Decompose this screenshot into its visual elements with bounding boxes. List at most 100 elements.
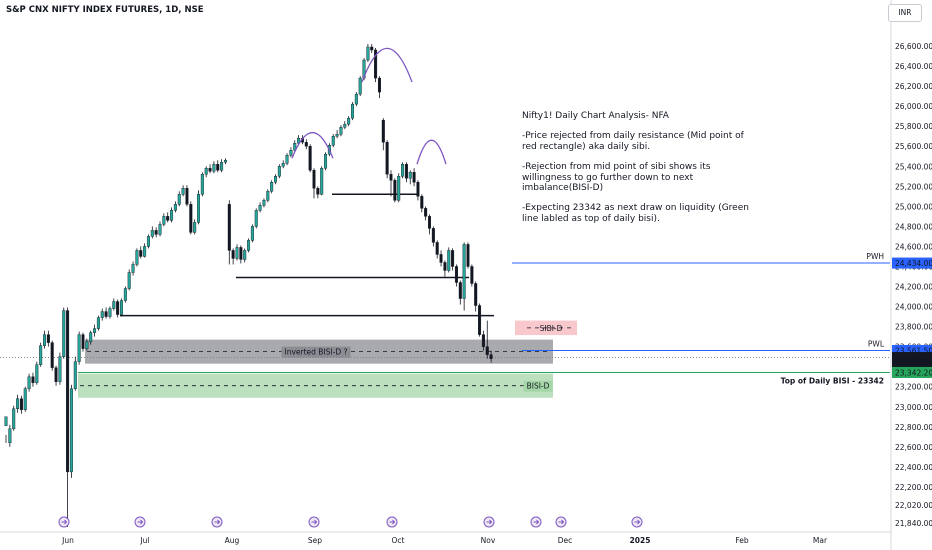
analysis-point: -Rejection from mid point of sibi shows … xyxy=(522,162,711,194)
candle-body xyxy=(66,310,70,473)
candle-body xyxy=(374,49,378,79)
candle xyxy=(293,140,297,153)
candle xyxy=(304,139,308,150)
candle xyxy=(81,332,85,352)
price-axis-tag: 24,434.00 xyxy=(892,257,932,269)
zone-label-bg xyxy=(281,346,351,358)
pattern-arc xyxy=(416,139,447,165)
candle xyxy=(108,306,112,319)
candle-body xyxy=(58,356,62,382)
candle xyxy=(158,221,162,237)
candle-body xyxy=(196,194,200,223)
candle-body xyxy=(443,262,447,271)
price-tick-label: 25,800.00 xyxy=(895,122,932,131)
candle-body xyxy=(335,133,339,137)
candle-body xyxy=(324,154,328,169)
candle xyxy=(404,162,408,183)
earnings-event-icon xyxy=(386,516,398,528)
candle xyxy=(458,280,462,305)
candle xyxy=(393,178,397,203)
candle xyxy=(131,261,135,276)
candle xyxy=(281,160,285,169)
candle xyxy=(374,48,378,83)
candle xyxy=(19,395,23,414)
candle-body xyxy=(401,164,405,177)
candle xyxy=(247,238,251,253)
candle-body xyxy=(451,250,455,267)
candle xyxy=(12,405,16,431)
zone-label: SIBI-D xyxy=(540,324,563,333)
candle-body xyxy=(39,345,43,365)
level-label: PWH xyxy=(866,252,884,261)
candle xyxy=(443,260,447,277)
time-tick-label: Jun xyxy=(61,536,74,545)
candle-body xyxy=(258,205,262,211)
candle xyxy=(143,243,147,258)
candle-body xyxy=(320,168,324,195)
candle xyxy=(254,208,258,229)
candle xyxy=(289,147,293,158)
candle-body xyxy=(235,247,239,259)
time-tick-label: Sep xyxy=(308,536,322,545)
candle-body xyxy=(481,334,485,347)
candle-body xyxy=(239,247,243,260)
candle xyxy=(266,189,270,203)
price-tag-text: 23,561.50 xyxy=(895,346,932,355)
candle-body xyxy=(220,162,224,171)
candle xyxy=(416,180,420,201)
candle xyxy=(16,394,20,413)
candle xyxy=(451,248,455,271)
price-tick-label: 21,840.00 xyxy=(895,519,932,528)
candle xyxy=(389,170,393,197)
event-arrow xyxy=(558,519,565,525)
candle xyxy=(104,307,108,319)
candle-body xyxy=(158,224,162,235)
candle xyxy=(277,164,281,179)
time-tick-label: Jul xyxy=(139,536,149,545)
time-tick-label: Nov xyxy=(481,536,496,545)
candle-body xyxy=(166,216,170,221)
candle-body xyxy=(46,334,50,343)
price-tick-label: 24,200.00 xyxy=(895,283,932,292)
candle xyxy=(66,307,70,528)
candle-body xyxy=(293,143,297,151)
dividend-event-icon xyxy=(530,516,542,528)
candle-body xyxy=(466,244,470,267)
candle xyxy=(335,130,339,139)
candle xyxy=(96,315,100,331)
candle-body xyxy=(150,230,154,237)
candle-body xyxy=(170,210,174,221)
price-axis-tag: 23,561.50 xyxy=(892,344,932,356)
event-arrow xyxy=(634,519,641,525)
candle-body xyxy=(85,341,89,349)
candle-body xyxy=(208,168,212,172)
candle-body xyxy=(54,367,58,382)
candle-body xyxy=(216,164,220,171)
candle-body xyxy=(43,334,47,346)
candle-body xyxy=(389,174,393,181)
time-tick-label: Dec xyxy=(558,536,573,545)
candle-body xyxy=(385,142,389,175)
candle xyxy=(69,384,73,478)
candle xyxy=(466,242,470,269)
candle-body xyxy=(262,200,266,206)
candle-body xyxy=(304,142,308,147)
candle xyxy=(116,299,120,318)
currency-selector[interactable]: INR xyxy=(888,4,922,22)
candle-body xyxy=(162,216,166,225)
candle xyxy=(146,234,150,249)
candle-body xyxy=(23,388,27,410)
candle xyxy=(8,424,12,447)
analysis-heading: Nifty1! Daily Chart Analysis- NFA xyxy=(522,111,669,121)
candle-body xyxy=(366,46,370,61)
candle xyxy=(454,264,458,287)
candle-body xyxy=(96,317,100,329)
candle-body xyxy=(19,398,23,410)
analysis-point: -Expecting 23342 as next draw on liquidi… xyxy=(522,203,749,224)
candle xyxy=(324,152,328,171)
candle-body xyxy=(347,117,351,125)
candle-body xyxy=(173,204,177,211)
candle xyxy=(185,185,189,207)
candle-body xyxy=(274,176,278,183)
